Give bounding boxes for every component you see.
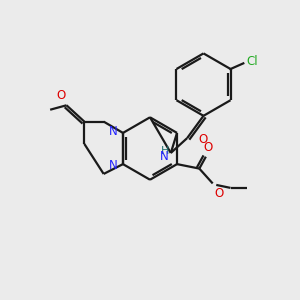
Text: Cl: Cl [247, 55, 259, 68]
Text: N: N [109, 125, 118, 138]
Text: N: N [109, 159, 118, 172]
Text: N: N [160, 150, 169, 163]
Text: O: O [215, 187, 224, 200]
Text: O: O [56, 89, 66, 102]
Text: O: O [198, 133, 208, 146]
Text: H: H [160, 146, 169, 157]
Text: O: O [204, 141, 213, 154]
